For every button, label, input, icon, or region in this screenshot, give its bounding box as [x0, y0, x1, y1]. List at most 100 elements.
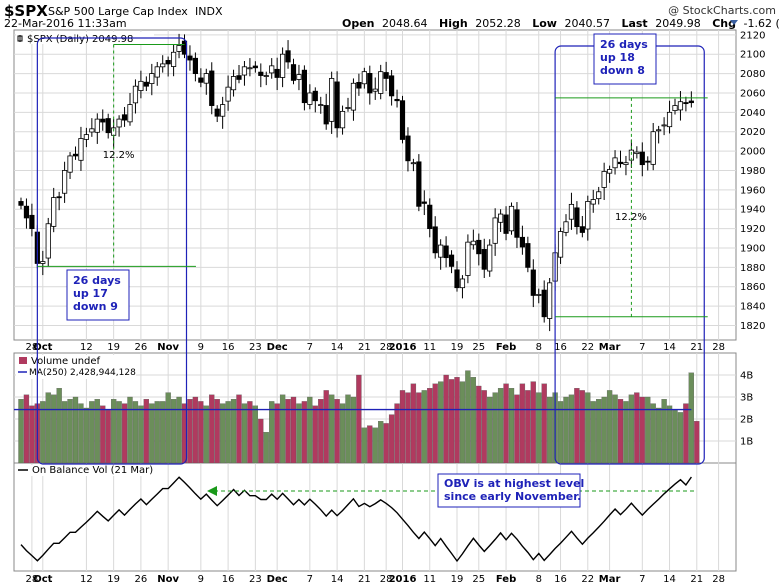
- volume-bar: [432, 383, 438, 464]
- candle-body: [285, 50, 291, 63]
- volume-bar: [296, 403, 302, 464]
- candle-body: [590, 199, 596, 205]
- price-tick-label: 1820: [740, 321, 765, 332]
- candle-body: [476, 239, 482, 255]
- candle-body: [563, 221, 569, 233]
- volume-bar: [481, 390, 487, 464]
- x-tick-label-bottom: 19: [451, 574, 464, 585]
- volume-bar: [279, 394, 286, 464]
- volume-bar: [677, 412, 684, 464]
- low-value: 2040.57: [564, 17, 610, 30]
- ma-legend: MA(250) 2,428,944,128: [29, 368, 136, 378]
- index-name: S&P 500 Large Cap Index: [48, 5, 188, 18]
- right-percent-label: 12.2%: [615, 212, 647, 223]
- chg-value: -1.62 (-0.08%): [743, 17, 780, 30]
- candle-body: [383, 72, 389, 79]
- candle-body: [367, 73, 373, 94]
- volume-bar: [557, 401, 564, 464]
- dropdown-arrow-icon[interactable]: [730, 20, 738, 25]
- volume-bar: [121, 403, 128, 464]
- candle-body: [487, 244, 493, 272]
- candle-body: [519, 236, 526, 248]
- price-tick-label: 2120: [740, 30, 765, 41]
- candle-body: [78, 138, 84, 161]
- candle-body: [497, 213, 504, 223]
- x-tick-label-bottom: Dec: [267, 574, 288, 585]
- candle-body: [307, 92, 313, 105]
- right-period-stats-line: 26 days: [600, 38, 648, 51]
- x-tick-label: 16: [554, 342, 567, 353]
- volume-bar: [40, 401, 46, 464]
- candle-body: [650, 131, 656, 165]
- volume-bar: [127, 396, 133, 464]
- x-tick-label: 14: [331, 342, 344, 353]
- candle-body: [18, 201, 24, 206]
- candle-body: [192, 57, 198, 74]
- volume-tick-label: 2B: [740, 415, 753, 426]
- low-label: Low: [532, 17, 557, 30]
- candle-body: [269, 65, 275, 74]
- volume-bar: [290, 396, 297, 464]
- volume-legend: Volume undef: [31, 356, 101, 367]
- candle-body: [481, 249, 487, 270]
- volume-bar: [590, 401, 596, 464]
- price-tick-label: 1960: [740, 185, 765, 196]
- obv-note-box: [437, 473, 581, 508]
- ohlc-readout: Open 2048.64 High 2052.28 Low 2040.57 La…: [342, 17, 780, 30]
- candle-body: [356, 82, 362, 89]
- candle-body: [557, 231, 564, 258]
- candle-body: [165, 60, 171, 65]
- volume-bar: [519, 383, 526, 464]
- x-tick-label: Dec: [267, 342, 288, 353]
- volume-bar: [694, 421, 700, 464]
- candle-body: [574, 207, 580, 228]
- candle-body: [339, 110, 346, 129]
- volume-bar: [23, 394, 30, 464]
- x-tick-label: 9: [198, 342, 204, 353]
- volume-bar: [372, 427, 378, 464]
- volume-bar: [634, 392, 640, 464]
- volume-bar: [666, 405, 673, 464]
- volume-bar: [612, 394, 618, 464]
- volume-bar: [45, 392, 51, 464]
- volume-bar: [301, 401, 308, 464]
- x-tick-label-bottom: 7: [307, 574, 313, 585]
- x-tick-label: 21: [358, 342, 371, 353]
- right-period-stats-line: down 8: [600, 64, 645, 77]
- candle-body: [405, 135, 411, 162]
- volume-bar: [628, 394, 635, 464]
- volume-bar: [525, 390, 531, 464]
- candle-body: [51, 197, 57, 227]
- obv-line: [20, 476, 692, 563]
- candle-body: [503, 214, 509, 234]
- volume-bar: [241, 403, 248, 464]
- volume-bar: [416, 392, 422, 464]
- volume-legend-bg: [16, 355, 136, 379]
- volume-bar: [547, 396, 553, 464]
- x-tick-label-bottom: 7: [639, 574, 645, 585]
- candle-body: [677, 101, 684, 111]
- candle-body: [23, 205, 30, 219]
- candle-body: [247, 67, 253, 70]
- obv-panel: [13, 462, 737, 572]
- volume-bar: [378, 421, 384, 464]
- price-legend: $SPX (Daily) 2049.98: [27, 34, 133, 45]
- candle-body: [394, 98, 400, 102]
- left-period-stats-box: [66, 269, 130, 321]
- candle-body: [67, 155, 73, 173]
- obv-note-line: since early November.: [444, 490, 581, 503]
- volume-tick-label: 3B: [740, 393, 753, 404]
- candle-body: [160, 63, 166, 68]
- candle-body: [45, 223, 51, 259]
- candle-body: [290, 64, 297, 81]
- volume-bar: [138, 405, 144, 464]
- candle-body: [492, 217, 498, 244]
- volume-bar: [170, 399, 177, 464]
- volume-bar: [448, 379, 455, 464]
- x-tick-label: Nov: [157, 342, 179, 353]
- volume-bar: [645, 396, 651, 464]
- volume-bar: [83, 407, 90, 464]
- volume-bar: [72, 396, 79, 464]
- volume-bar: [116, 401, 122, 464]
